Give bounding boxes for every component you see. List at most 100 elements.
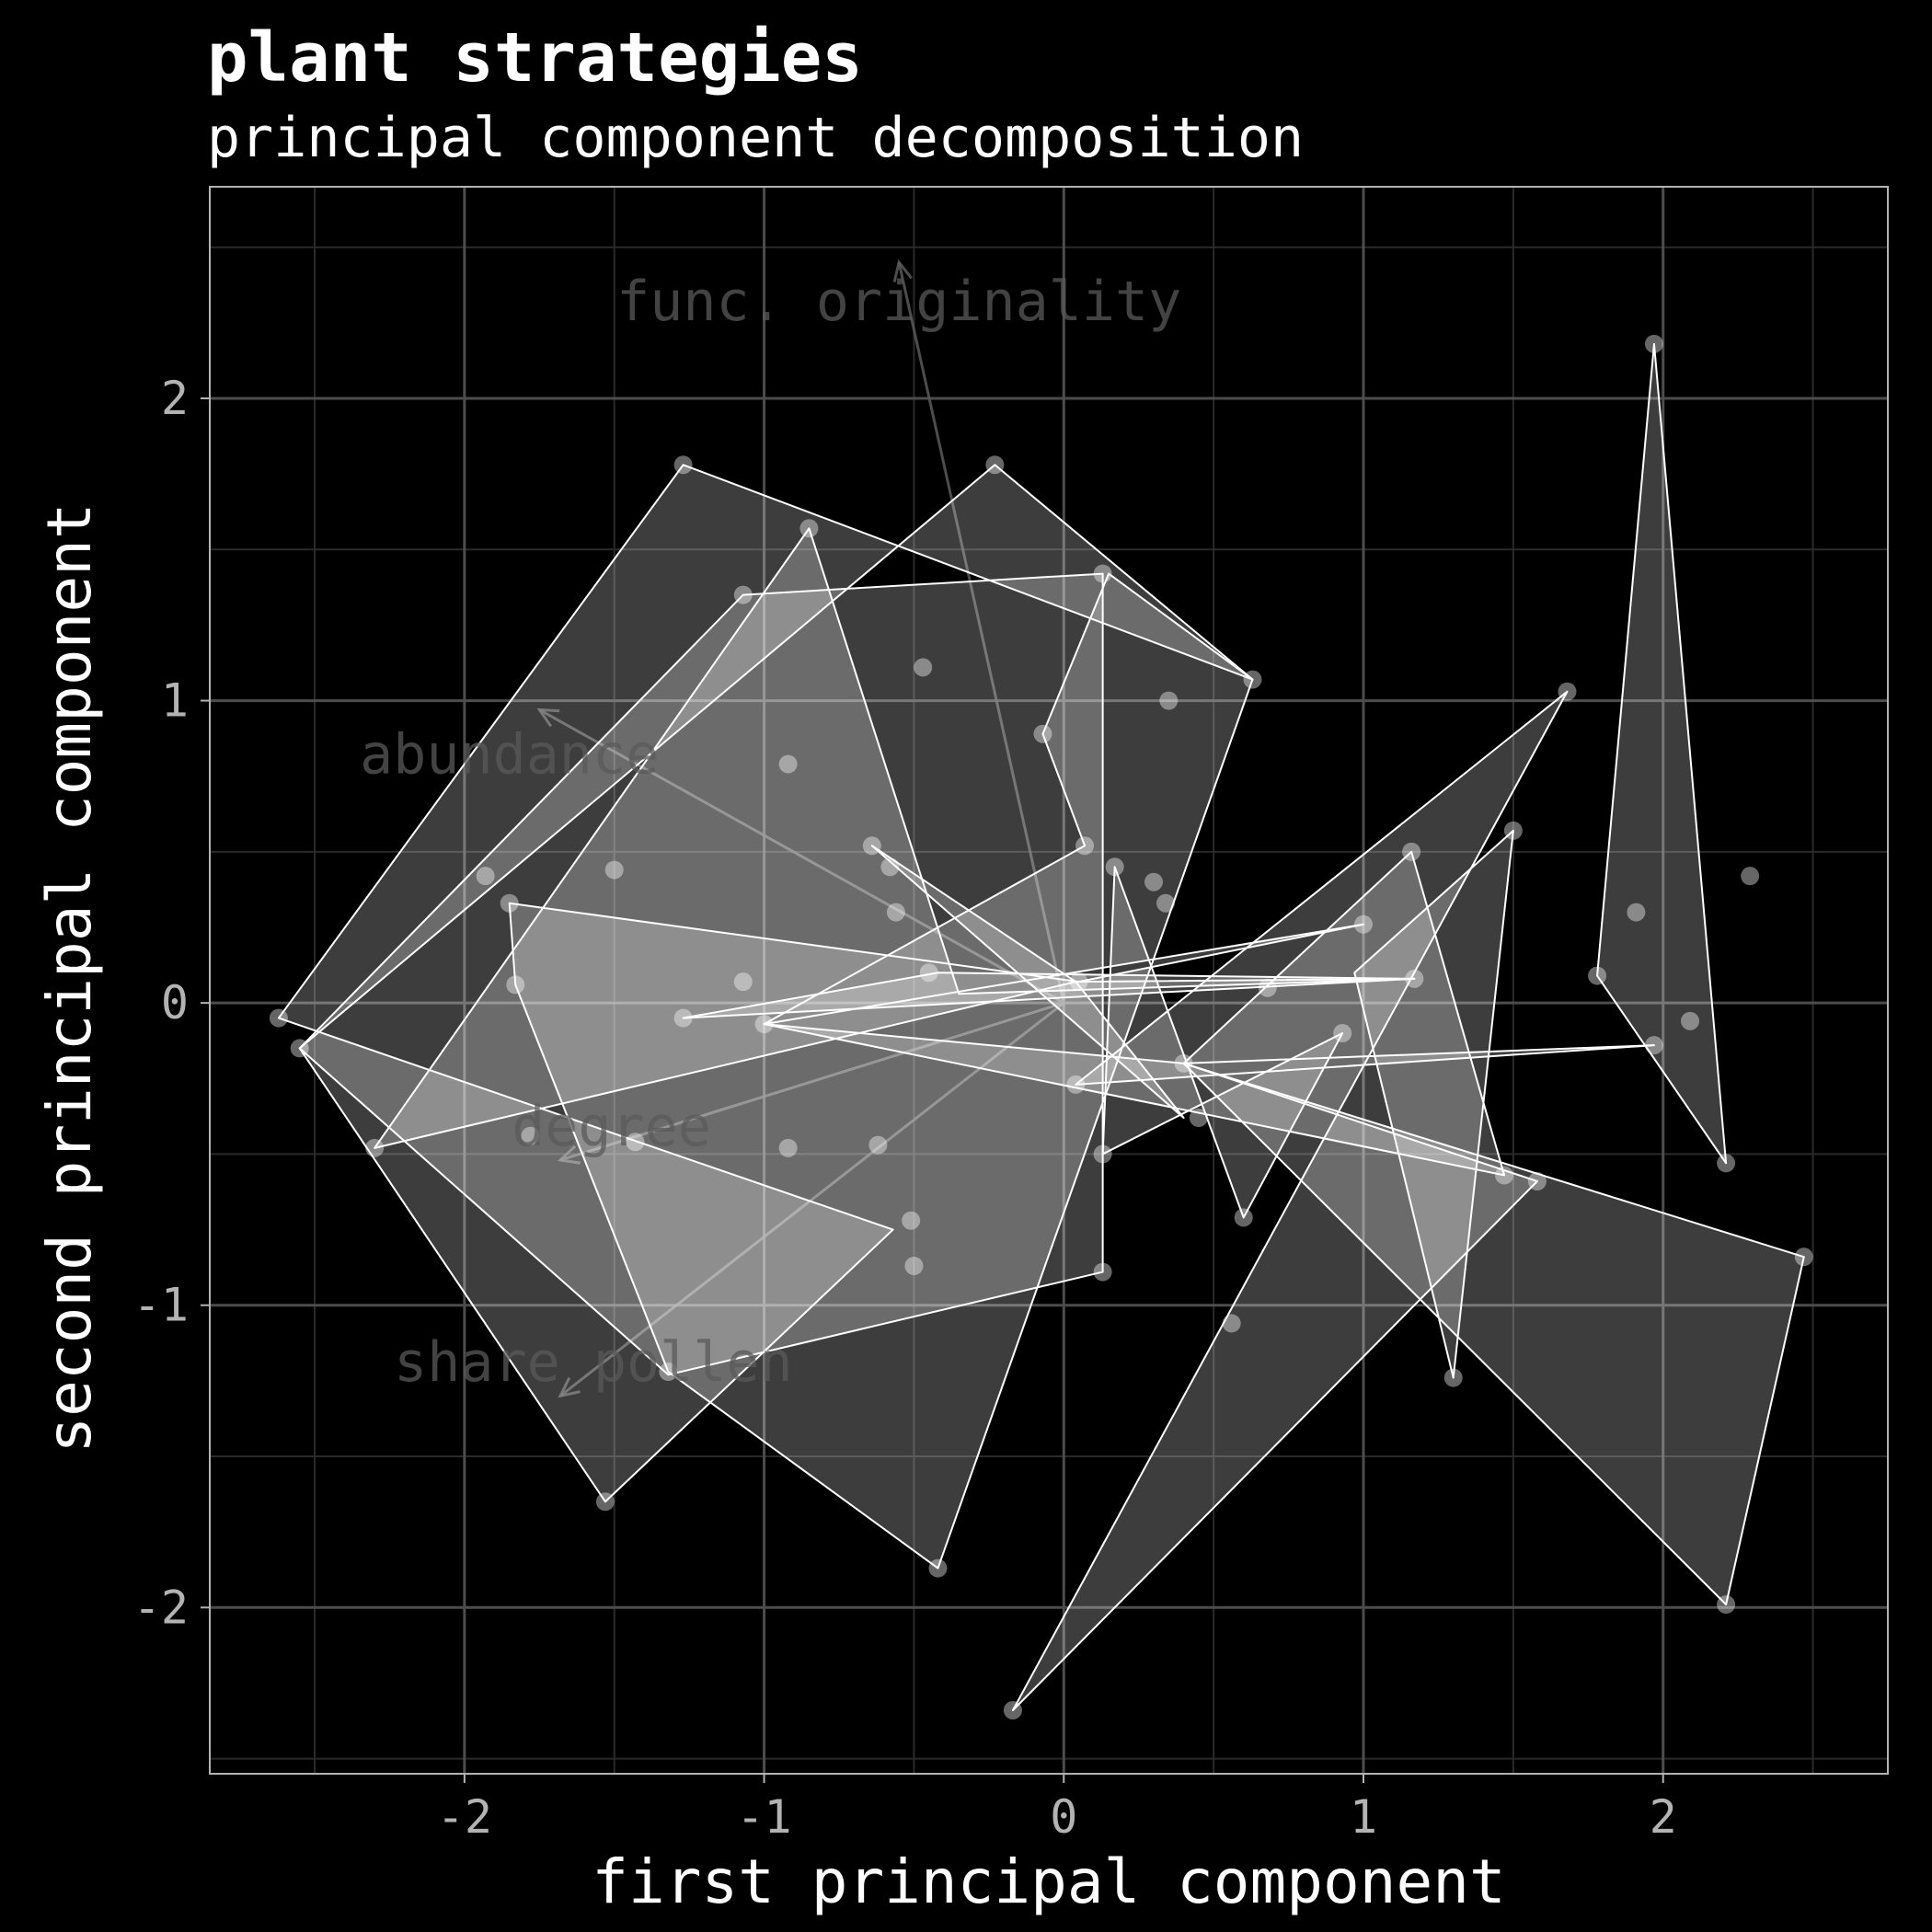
data-point <box>659 1363 678 1381</box>
hull-polygon <box>1011 690 1655 1711</box>
chart-title: plant strategies <box>207 18 863 98</box>
data-point <box>904 1257 924 1275</box>
y-axis-title: second principal component <box>34 502 105 1453</box>
data-point <box>1093 1262 1112 1282</box>
data-point <box>269 1008 288 1028</box>
data-point <box>1405 969 1424 988</box>
data-point <box>1443 1368 1463 1387</box>
data-point <box>1243 670 1262 689</box>
data-point <box>506 975 525 995</box>
data-point <box>1527 1172 1547 1190</box>
data-point <box>1627 903 1646 922</box>
data-point <box>914 658 933 677</box>
data-point <box>1093 564 1112 583</box>
data-point <box>1075 836 1095 856</box>
hull-polygon <box>277 464 1254 1503</box>
y-tick-label: 0 <box>161 976 189 1029</box>
chart-subtitle: principal component decomposition <box>207 106 1304 170</box>
data-point <box>880 857 900 877</box>
loading-arrow <box>559 1001 1064 1162</box>
data-point <box>928 1558 948 1578</box>
loading-label: func. originality <box>616 270 1181 334</box>
data-point <box>778 754 798 774</box>
data-point <box>1105 857 1124 877</box>
data-point <box>1588 966 1607 985</box>
data-point <box>595 1492 615 1512</box>
data-point <box>1717 1595 1736 1614</box>
data-point <box>604 860 624 880</box>
data-point <box>1144 872 1163 891</box>
hull-polygon <box>1596 342 1728 1165</box>
loading-arrow <box>897 261 1065 1004</box>
data-point <box>778 1138 798 1157</box>
data-points <box>269 334 1813 1719</box>
data-point <box>290 1039 309 1058</box>
data-point <box>365 1138 385 1157</box>
x-tick-label: 1 <box>1350 1790 1377 1844</box>
x-tick-label: 2 <box>1650 1790 1677 1844</box>
loading-label: degree <box>512 1095 711 1159</box>
hull-polygon <box>298 572 1104 1376</box>
y-axis-ticks: -2 -1 0 1 2 <box>133 372 210 1634</box>
hull-polygon <box>374 527 1416 1149</box>
hull-polygon <box>1182 1062 1805 1605</box>
data-point <box>1156 893 1176 913</box>
data-point <box>862 836 881 856</box>
data-point <box>733 585 753 604</box>
loading-arrowhead <box>557 1144 581 1165</box>
loading-label: abundance <box>360 723 659 788</box>
data-point <box>1066 1075 1086 1094</box>
loading-arrowhead <box>536 707 560 728</box>
x-tick-label: -1 <box>736 1790 791 1844</box>
data-point <box>1495 1166 1514 1185</box>
data-point <box>985 455 1005 475</box>
panel-border <box>209 186 1889 1775</box>
y-tick-label: -2 <box>133 1581 189 1634</box>
data-point <box>1174 1053 1193 1073</box>
x-axis-title: first principal component <box>592 1846 1505 1917</box>
data-point <box>868 1135 888 1155</box>
data-point <box>1681 1011 1700 1030</box>
data-point <box>1717 1154 1736 1173</box>
hull-polygon <box>682 972 1416 1019</box>
data-point <box>886 903 905 922</box>
convex-hulls <box>277 342 1805 1711</box>
data-point <box>1234 1208 1253 1227</box>
hull-polygon <box>870 845 1185 1119</box>
data-point <box>1741 867 1760 886</box>
data-point <box>1159 691 1179 710</box>
data-point <box>799 519 819 538</box>
x-tick-label: 0 <box>1050 1790 1077 1844</box>
data-point <box>919 963 938 983</box>
data-point <box>673 1008 693 1028</box>
data-point <box>1069 972 1088 992</box>
data-point <box>754 1015 774 1034</box>
y-tick-label: 1 <box>161 674 189 728</box>
data-point <box>521 1126 540 1145</box>
data-point <box>1003 1701 1022 1719</box>
data-point <box>476 867 495 886</box>
data-point <box>1794 1248 1813 1267</box>
loading-arrowhead <box>892 259 913 282</box>
loading-label: share pollen <box>394 1330 792 1395</box>
loading-labels: func. originality abundance degree share po… <box>360 270 1181 1395</box>
hull-polygon <box>1353 829 1514 1379</box>
data-point <box>1093 1144 1112 1164</box>
data-point <box>1354 914 1373 934</box>
data-point <box>733 972 753 992</box>
data-point <box>500 893 519 913</box>
loading-arrow <box>538 708 1065 1005</box>
data-point <box>1644 1036 1663 1055</box>
x-axis-ticks: -2 -1 0 1 2 <box>437 1774 1677 1844</box>
data-point <box>1558 682 1577 701</box>
loading-arrowhead <box>558 1376 581 1398</box>
x-tick-label: -2 <box>437 1790 492 1844</box>
data-point <box>1222 1314 1241 1333</box>
y-tick-label: -1 <box>133 1279 189 1332</box>
data-point <box>1333 1024 1352 1042</box>
data-point <box>1258 978 1277 997</box>
hull-polygon <box>763 850 1506 1177</box>
data-point <box>1402 842 1421 861</box>
data-point <box>902 1211 921 1230</box>
